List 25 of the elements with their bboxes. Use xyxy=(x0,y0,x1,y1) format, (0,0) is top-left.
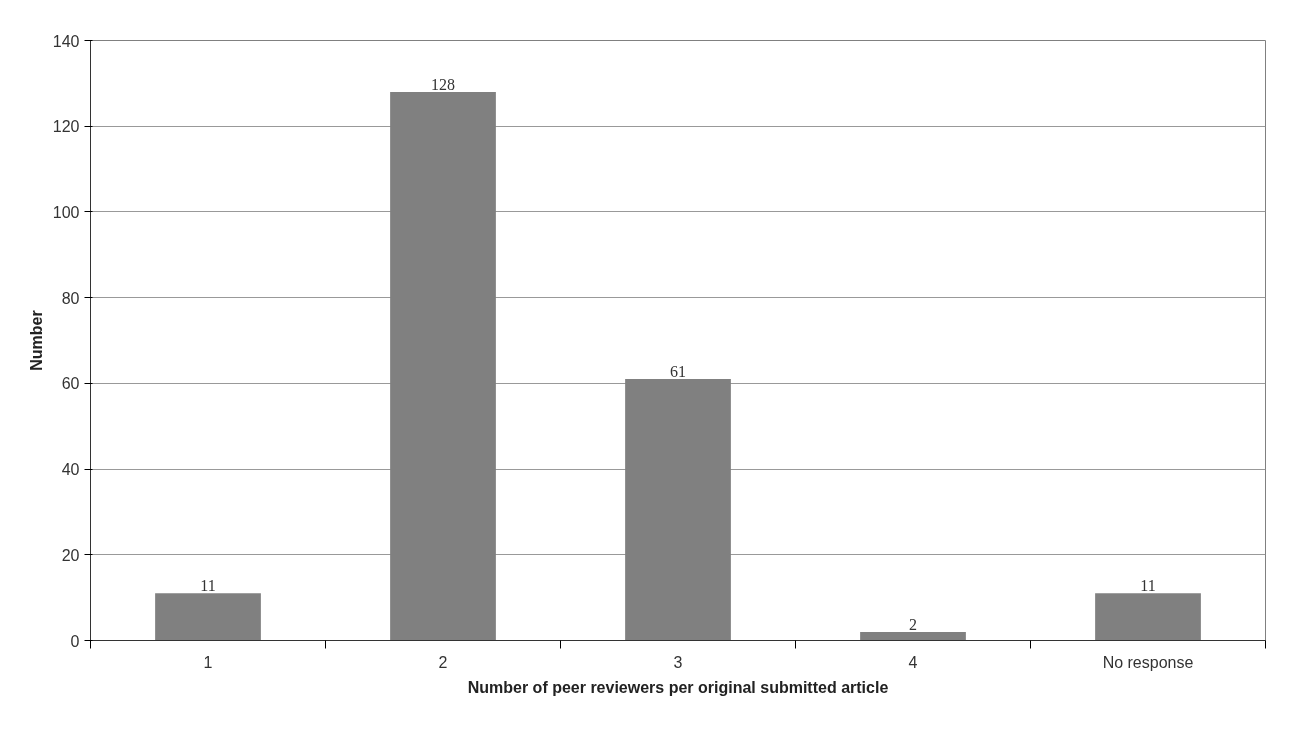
y-tick-label: 0 xyxy=(70,632,80,650)
bar xyxy=(625,379,731,641)
data-label: 128 xyxy=(431,75,455,93)
y-tick-label: 80 xyxy=(61,289,80,307)
x-axis-title: Number of peer reviewers per original submitted article xyxy=(467,678,889,696)
bar xyxy=(860,631,966,641)
bar xyxy=(155,593,261,641)
data-label: 11 xyxy=(1140,577,1156,595)
y-tick-label: 100 xyxy=(52,203,80,221)
data-label: 11 xyxy=(200,577,216,595)
data-label: 61 xyxy=(670,363,686,381)
y-tick-label: 20 xyxy=(61,546,80,564)
bar xyxy=(1095,593,1201,641)
x-tick-label: 2 xyxy=(438,653,448,671)
y-tick-label: 40 xyxy=(61,461,80,479)
y-tick-label: 60 xyxy=(61,375,80,393)
x-tick-label: 1 xyxy=(203,653,213,671)
y-tick-label: 120 xyxy=(52,118,80,136)
x-tick-label: 3 xyxy=(673,653,683,671)
data-label: 2 xyxy=(909,615,917,633)
x-tick-label: 4 xyxy=(908,653,918,671)
bar xyxy=(390,91,496,641)
y-tick-label: 140 xyxy=(52,32,80,50)
x-tick-label: No response xyxy=(1102,653,1194,671)
y-axis-title: Number xyxy=(27,310,45,371)
